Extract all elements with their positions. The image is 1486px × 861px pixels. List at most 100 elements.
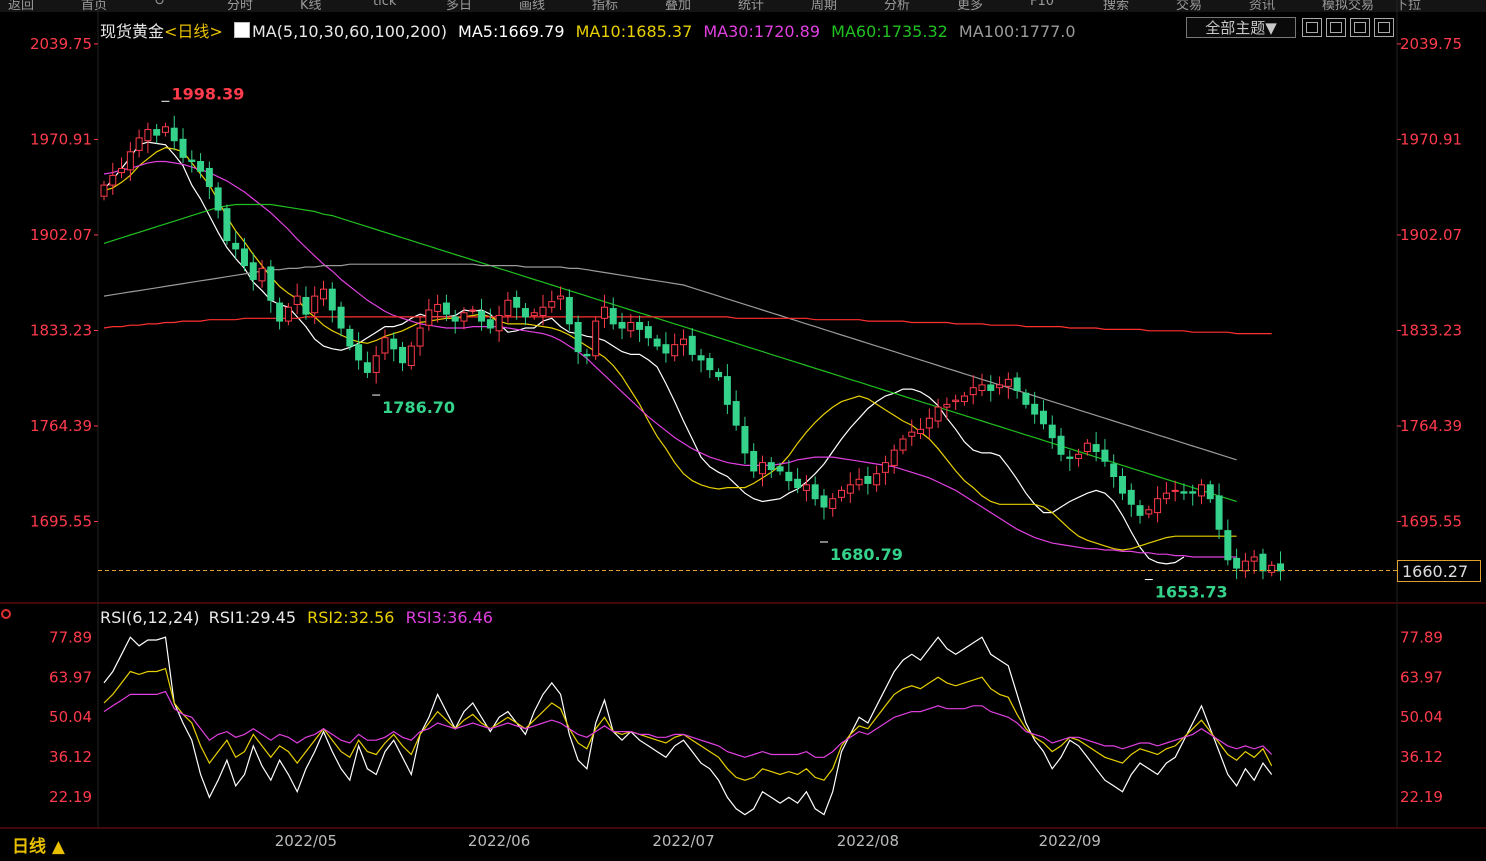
toolbar-button[interactable]: 指标	[592, 0, 619, 12]
date-tick-label: 2022/06	[468, 832, 530, 850]
period-switch-button[interactable]: 日线 ▲	[12, 837, 65, 857]
toolbar-button[interactable]: 分析	[884, 0, 911, 12]
candle-body	[829, 498, 837, 509]
candle-body	[1268, 564, 1276, 573]
candle	[557, 286, 565, 310]
candle-body	[759, 462, 766, 475]
candle	[197, 153, 205, 179]
toolbar-button[interactable]: 模拟交易	[1322, 0, 1375, 12]
candle-body	[767, 462, 775, 471]
candle	[1013, 372, 1021, 399]
candle	[943, 397, 951, 420]
candle-body	[943, 403, 951, 408]
ma-line-ma10	[103, 146, 1237, 551]
toolbar-button[interactable]: 首页	[81, 0, 108, 12]
candle	[530, 308, 538, 320]
candle	[320, 280, 327, 306]
candle	[662, 332, 670, 363]
indicator-settings-icon[interactable]	[1, 609, 11, 619]
ma-line-ma30	[103, 160, 1237, 558]
layout-split-icon[interactable]	[1326, 18, 1346, 37]
toolbar-button[interactable]: tick	[373, 0, 397, 9]
candle	[1022, 389, 1030, 409]
symbol-name[interactable]: 现货黄金	[100, 22, 165, 41]
rsi-tick-label-right: 50.04	[1400, 708, 1443, 726]
candle-body	[1162, 492, 1170, 500]
candle	[355, 332, 363, 370]
toolbar-button[interactable]: K线	[300, 0, 322, 12]
candle	[802, 475, 810, 502]
candle	[363, 351, 371, 378]
candle	[706, 352, 714, 378]
candle	[969, 375, 977, 405]
candle-body	[284, 306, 292, 322]
candle-body	[873, 473, 881, 486]
price-tick-label-right: 1695.55	[1400, 513, 1462, 531]
candle	[1259, 548, 1267, 580]
ma-chart-icon[interactable]	[233, 22, 250, 38]
candle	[214, 182, 222, 219]
toolbar-button[interactable]: 返回	[8, 0, 35, 12]
candle	[679, 329, 687, 356]
candle	[688, 328, 696, 362]
candle	[600, 294, 608, 329]
layout-panel-icon[interactable]	[1350, 18, 1370, 37]
extreme-label: 1998.39	[171, 84, 244, 103]
ma-line-ma60	[103, 203, 1237, 503]
period-tag[interactable]: <日线>	[164, 22, 223, 41]
candle-body	[881, 462, 889, 473]
toolbar-button[interactable]: 下拉	[1395, 0, 1422, 12]
candle-body	[425, 309, 433, 326]
toolbar-button[interactable]: 交易	[1176, 0, 1203, 12]
candle-body	[205, 167, 213, 187]
candle	[759, 455, 766, 487]
ma10-value: MA10:1685.37	[575, 22, 693, 41]
toolbar-button[interactable]: 统计	[738, 0, 765, 12]
candle	[750, 443, 758, 478]
candle-body	[846, 484, 854, 494]
layout-full-icon[interactable]	[1374, 18, 1394, 37]
candle-body	[785, 471, 793, 482]
ma100-value: MA100:1777.0	[958, 22, 1076, 41]
candle-body	[469, 309, 477, 312]
toolbar-button[interactable]: 分时	[227, 0, 254, 12]
rsi-legend: RSI(6,12,24) RSI1:29.45 RSI2:32.56 RSI3:…	[100, 608, 499, 627]
candle-body	[600, 306, 608, 319]
toolbar-button[interactable]: 画线	[519, 0, 546, 12]
candle-body	[802, 484, 810, 491]
layout-grid-icon[interactable]	[1302, 18, 1322, 37]
candle	[820, 488, 828, 520]
date-tick-label: 2022/08	[837, 832, 899, 850]
toolbar-button[interactable]: 多日	[446, 0, 473, 12]
candle-body	[513, 296, 521, 308]
theme-selector-button[interactable]: 全部主题▼	[1186, 17, 1296, 38]
toolbar-button[interactable]: 周期	[811, 0, 838, 12]
toolbar-button[interactable]: 叠加	[665, 0, 692, 12]
candle-body	[223, 208, 231, 242]
toolbar-button[interactable]: F10	[1030, 0, 1055, 9]
candle	[653, 334, 661, 351]
toolbar-button[interactable]: 更多	[957, 0, 984, 12]
candle-body	[258, 267, 266, 282]
candle-body	[1224, 530, 1232, 561]
candle	[1198, 479, 1205, 505]
candle-body	[1048, 424, 1056, 439]
current-price-tag: 1660.27	[1397, 560, 1481, 582]
ma-lines	[103, 141, 1272, 565]
toolbar-button[interactable]: ↻	[154, 0, 165, 9]
candle-body	[715, 371, 723, 378]
candle	[644, 321, 652, 347]
candle	[109, 162, 117, 195]
candle	[1180, 483, 1188, 501]
candle	[302, 286, 310, 320]
candle-body	[1171, 489, 1179, 492]
candle-body	[267, 266, 275, 301]
rsi-label[interactable]: RSI(6,12,24)	[100, 608, 200, 627]
toolbar-button[interactable]: 资讯	[1249, 0, 1276, 12]
candle	[899, 434, 907, 455]
ma-label[interactable]: MA(5,10,30,60,100,200)	[251, 22, 447, 41]
candle	[565, 289, 573, 331]
candle-body	[100, 184, 108, 197]
toolbar-button[interactable]: 搜索	[1103, 0, 1130, 12]
